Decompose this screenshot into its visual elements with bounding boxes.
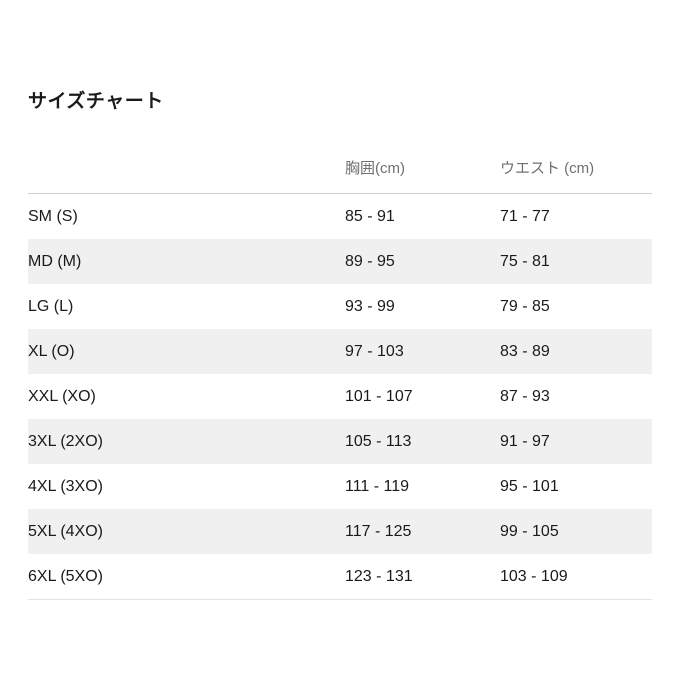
size-cell: 5XL (4XO) — [28, 522, 103, 540]
chest-cell: 105 - 113 — [345, 432, 412, 450]
size-cell: SM (S) — [28, 207, 78, 225]
size-cell: 6XL (5XO) — [28, 554, 345, 600]
size-chart-table: 胸囲(cm) ウエスト (cm) SM (S) 85 - 91 71 - 77 … — [28, 114, 652, 600]
chest-cell: 89 - 95 — [345, 252, 395, 270]
chest-cell: 111 - 119 — [345, 477, 410, 495]
chest-cell: 123 - 131 — [345, 554, 500, 600]
waist-cell: 95 - 101 — [500, 477, 559, 495]
waist-cell: 91 - 97 — [500, 432, 550, 450]
table-row: 6XL (5XO) 123 - 131 103 - 109 — [28, 554, 652, 600]
size-cell: LG (L) — [28, 297, 74, 315]
waist-cell: 83 - 89 — [500, 342, 550, 360]
chest-cell: 93 - 99 — [345, 297, 395, 315]
waist-cell: 75 - 81 — [500, 252, 550, 270]
chest-cell: 101 - 107 — [345, 387, 413, 405]
chest-cell: 117 - 125 — [345, 522, 412, 540]
column-header-chest: 胸囲(cm) — [345, 114, 500, 194]
table-row: SM (S) 85 - 91 71 - 77 — [28, 194, 652, 240]
header-row: 胸囲(cm) ウエスト (cm) — [28, 114, 652, 194]
size-cell: XXL (XO) — [28, 387, 96, 405]
waist-cell: 79 - 85 — [500, 297, 550, 315]
size-chart-header: 胸囲(cm) ウエスト (cm) — [28, 114, 652, 194]
table-row: 4XL (3XO) 111 - 119 95 - 101 — [28, 464, 652, 509]
waist-cell: 103 - 109 — [500, 554, 652, 600]
chest-cell: 97 - 103 — [345, 342, 404, 360]
table-row: 5XL (4XO) 117 - 125 99 - 105 — [28, 509, 652, 554]
waist-cell: 71 - 77 — [500, 207, 550, 225]
table-row: LG (L) 93 - 99 79 - 85 — [28, 284, 652, 329]
table-row: XXL (XO) 101 - 107 87 - 93 — [28, 374, 652, 419]
table-row: MD (M) 89 - 95 75 - 81 — [28, 239, 652, 284]
size-cell: 4XL (3XO) — [28, 477, 103, 495]
size-cell: MD (M) — [28, 252, 82, 270]
waist-cell: 87 - 93 — [500, 387, 550, 405]
column-header-size — [28, 114, 345, 194]
waist-cell: 99 - 105 — [500, 522, 559, 540]
size-cell: XL (O) — [28, 342, 75, 360]
table-row: 3XL (2XO) 105 - 113 91 - 97 — [28, 419, 652, 464]
size-chart-section: サイズチャート 胸囲(cm) ウエスト (cm) SM (S) 85 - 91 … — [28, 90, 652, 600]
column-header-waist: ウエスト (cm) — [500, 114, 652, 194]
size-cell: 3XL (2XO) — [28, 432, 103, 450]
chest-cell: 85 - 91 — [345, 207, 395, 225]
size-chart-body: SM (S) 85 - 91 71 - 77 MD (M) 89 - 95 75… — [28, 194, 652, 600]
table-row: XL (O) 97 - 103 83 - 89 — [28, 329, 652, 374]
size-chart-title: サイズチャート — [28, 91, 164, 112]
